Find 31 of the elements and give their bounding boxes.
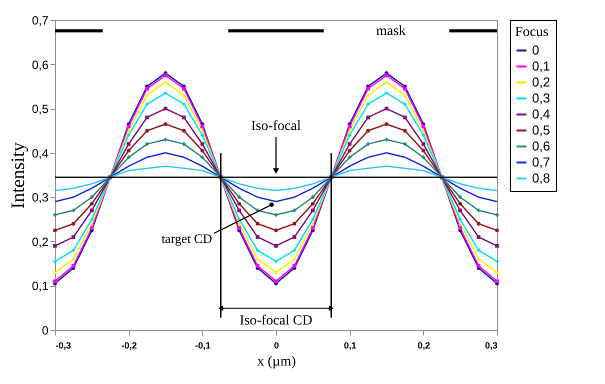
annotation: Iso-focal (251, 118, 301, 134)
legend-label: 0,2 (532, 74, 550, 90)
x-axis-title: x (µm) (257, 354, 296, 370)
legend-label: 0,4 (532, 106, 550, 122)
y-tick-label: 0,2 (32, 234, 49, 249)
annotation: target CD (161, 231, 212, 246)
x-tick-label: -0,1 (195, 340, 211, 350)
y-tick-label: 0 (42, 324, 49, 338)
x-tick-label: 0,2 (418, 340, 430, 350)
annotation: mask (376, 24, 406, 39)
x-tick-label: 0,1 (344, 340, 356, 350)
legend-label: 0,7 (532, 154, 550, 170)
y-tick-label: 0,3 (32, 190, 49, 205)
legend-label: 0,6 (532, 138, 550, 154)
x-tick-label: 0 (274, 340, 280, 350)
legend-label: 0,3 (532, 90, 550, 106)
y-axis-title: Intensity (8, 142, 29, 209)
legend-title: Focus (515, 25, 548, 40)
x-tick-label: 0,3 (484, 340, 498, 350)
y-tick-label: 0,5 (32, 102, 49, 116)
y-tick-label: 0,7 (32, 14, 49, 28)
x-tick-label: -0,2 (121, 340, 137, 350)
legend-label: 0,8 (532, 170, 550, 186)
y-tick-label: 0,6 (32, 58, 49, 72)
x-tick-label: -0,3 (56, 340, 72, 350)
y-tick-label: 0,1 (32, 279, 49, 294)
legend-label: 0,5 (532, 122, 550, 138)
legend-label: 0 (532, 42, 540, 58)
legend-label: 0,1 (532, 58, 550, 74)
annotation: Iso-focal CD (240, 313, 312, 328)
y-tick-label: 0,4 (32, 146, 49, 160)
